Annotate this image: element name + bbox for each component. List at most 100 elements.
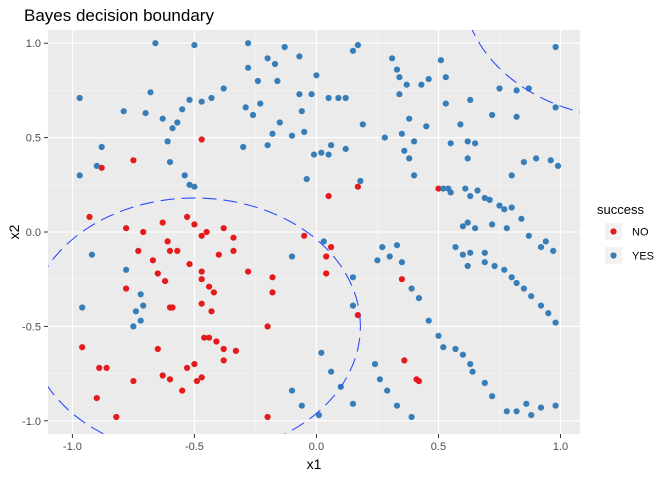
point-no-41 [264,323,271,330]
point-yes-154 [481,379,488,387]
point-no-60 [323,270,330,277]
point-yes-11 [169,125,176,132]
point-yes-31 [274,77,281,85]
point-yes-28 [245,40,252,47]
point-no-68 [323,253,330,260]
point-yes-161 [552,402,559,409]
point-yes-56 [381,134,388,141]
point-yes-165 [349,400,357,407]
x-tick-label-2: 0.0 [309,441,324,453]
point-no-43 [232,347,239,354]
legend-label-yes: YES [632,251,654,263]
point-yes-61 [398,130,405,137]
legend-label-no: NO [632,227,649,239]
point-no-63 [398,276,405,283]
point-no-33 [210,289,217,296]
point-yes-8 [159,115,166,122]
point-no-1 [98,164,105,171]
point-yes-119 [491,262,498,270]
point-no-56 [79,344,86,351]
point-yes-118 [481,259,488,266]
point-yes-62 [401,147,408,154]
point-no-12 [166,247,174,254]
point-yes-171 [288,387,296,394]
point-yes-114 [459,251,466,258]
x-tick-label-3: 0.5 [431,441,446,453]
point-no-23 [149,257,156,264]
point-yes-88 [554,162,562,169]
point-yes-86 [533,155,540,162]
point-yes-158 [523,400,530,407]
point-yes-130 [137,291,144,298]
point-yes-117 [464,262,471,270]
point-yes-87 [547,157,554,164]
point-no-38 [245,268,252,275]
point-yes-139 [349,302,357,309]
point-no-64 [401,357,408,364]
point-yes-107 [503,225,510,232]
point-yes-169 [393,402,401,409]
point-no-14 [191,221,198,228]
point-yes-136 [288,253,296,260]
point-yes-23 [245,64,252,71]
point-no-67 [415,378,422,385]
y-axis-title: x2 [6,224,22,239]
point-yes-50 [342,94,349,102]
point-yes-144 [398,259,405,266]
point-no-7 [123,225,130,232]
point-no-58 [113,413,120,421]
point-no-55 [96,364,103,371]
point-yes-75 [457,121,464,128]
point-yes-84 [508,172,515,179]
point-yes-90 [552,104,559,111]
point-yes-113 [452,244,459,251]
point-no-59 [264,413,271,421]
point-yes-41 [264,142,271,149]
point-yes-39 [313,72,320,79]
point-yes-134 [130,323,137,330]
point-yes-109 [525,232,532,239]
point-yes-24 [242,104,249,111]
legend-swatch-yes [610,252,617,259]
point-yes-137 [320,238,327,245]
chart-title: Bayes decision boundary [24,6,214,25]
point-yes-80 [489,111,496,119]
point-no-4 [325,193,332,200]
point-yes-9 [164,138,171,145]
point-yes-0 [76,94,83,102]
point-no-40 [269,274,276,281]
point-no-15 [198,232,205,239]
point-yes-148 [435,332,442,339]
point-yes-17 [186,96,193,103]
point-yes-126 [545,310,552,317]
point-yes-73 [442,100,449,107]
point-yes-14 [181,172,188,179]
point-yes-127 [552,319,559,326]
point-no-9 [140,228,147,236]
point-yes-121 [508,274,515,281]
point-yes-67 [411,172,418,179]
point-yes-74 [447,140,454,147]
point-yes-32 [281,43,288,51]
point-yes-115 [467,249,474,256]
point-yes-43 [276,119,283,126]
point-yes-69 [423,123,430,130]
point-yes-162 [318,349,325,356]
point-yes-156 [503,408,510,415]
point-yes-147 [425,317,432,324]
point-yes-145 [408,285,415,292]
x-tick-label-1: -0.5 [185,441,204,453]
point-yes-153 [469,368,476,375]
point-yes-35 [298,108,305,115]
legend-swatch-no [610,228,617,235]
point-yes-46 [318,149,325,156]
point-yes-40 [325,94,332,102]
point-yes-27 [257,100,264,107]
point-yes-96 [467,193,474,200]
point-yes-112 [550,247,557,254]
point-no-36 [201,334,208,341]
point-yes-135 [79,304,86,311]
point-yes-125 [537,302,545,309]
decision-boundary [48,30,580,434]
point-yes-132 [132,308,139,315]
